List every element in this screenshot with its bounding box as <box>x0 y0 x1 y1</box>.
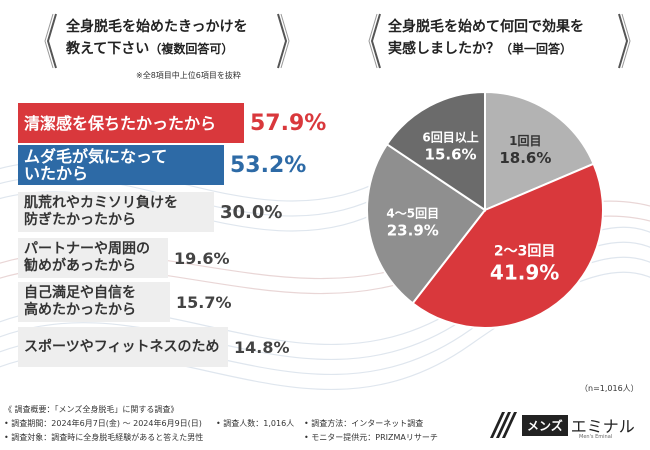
bar-value-label: 30.0% <box>220 201 283 223</box>
left-title-line2: 教えて下さい <box>66 41 150 57</box>
pie-slice-value: 41.9% <box>490 260 559 284</box>
left-title-line1: 全身脱毛を始めたきっかけを <box>66 19 248 35</box>
pie-slice <box>385 90 486 212</box>
pie-slice <box>411 162 604 329</box>
pie-slice <box>484 90 595 212</box>
logo-wordmark: エミナル <box>570 417 635 436</box>
survey-provider: • モニター提供元：PRIZMAリサーチ <box>304 433 438 442</box>
bar: スポーツやフィットネスのため <box>18 327 228 367</box>
pie-slice-label: 4〜5回目 <box>386 207 439 221</box>
bar-value-label: 14.8% <box>234 337 290 357</box>
bar: 肌荒れやカミソリ負けを 防ぎたかったから <box>18 192 214 232</box>
pie-slice-value: 18.6% <box>499 149 551 167</box>
left-title-qualifier: （複数回答可） <box>149 42 234 56</box>
bar-category-label: 肌荒れやカミソリ負けを 防ぎたかったから <box>24 195 178 228</box>
sample-size: （n=1,016人） <box>580 384 639 393</box>
bar-category-label: スポーツやフィットネスのため <box>24 338 220 355</box>
bar: 清潔感を保ちたかったから <box>18 103 244 143</box>
survey-target: • 調査対象：調査時に全身脱毛経験があると答えた男性 <box>4 433 204 442</box>
logo-boxed-text: メンズ <box>522 414 568 436</box>
brand-logo: メンズ エミナル Men's Eminal <box>488 408 635 442</box>
bar-row: 清潔感を保ちたかったから 57.9% <box>18 103 326 143</box>
bracket-right-open <box>368 13 381 69</box>
bar-value-label: 19.6% <box>174 248 230 268</box>
bracket-right-close <box>618 13 631 69</box>
left-chart-title: 全身脱毛を始めたきっかけを 教えて下さい（複数回答可） <box>66 16 247 60</box>
right-title-line2: 実感しましたか？ <box>388 41 500 57</box>
bracket-left-open <box>44 13 57 69</box>
pie-slice-value: 23.9% <box>387 222 439 240</box>
bar: パートナーや周囲の 勧めがあったから <box>18 238 168 278</box>
right-title-qualifier: （単一回答） <box>500 42 573 56</box>
survey-overview-heading: 《 調査概要：「メンズ全身脱毛」に関する調査》 <box>4 405 179 414</box>
bracket-left-close <box>277 13 290 69</box>
right-chart-title: 全身脱毛を始めて何回で効果を 実感しましたか？（単一回答） <box>388 16 584 60</box>
logo-subtitle: Men's Eminal <box>579 434 613 440</box>
survey-count: • 調査人数：1,016人 <box>216 419 295 428</box>
pie-slice <box>366 142 487 305</box>
bar-row: 自己満足や自信を 高めたかったから 15.7% <box>18 282 232 322</box>
bar-value-label: 57.9% <box>250 110 327 136</box>
bar-category-label: パートナーや周囲の 勧めがあったから <box>24 241 150 274</box>
pie-slice-label: 1回目 <box>509 134 541 148</box>
pie-slice-label: 6回目以上 <box>422 129 478 144</box>
pie-slice-value: 15.6% <box>425 145 477 163</box>
logo-stripes-icon <box>490 412 517 438</box>
pie-slice-label: 2〜3回目 <box>494 243 555 259</box>
bar-category-label: 清潔感を保ちたかったから <box>24 113 217 133</box>
right-title-line1: 全身脱毛を始めて何回で効果を <box>388 19 584 35</box>
top-items-note: ※全8項目中上位6項目を抜粋 <box>136 71 241 80</box>
bar-value-label: 53.2% <box>230 152 307 178</box>
bar-row: スポーツやフィットネスのため 14.8% <box>18 327 290 367</box>
bar-category-label: ムダ毛が気になって いたから <box>24 147 168 183</box>
bar-category-label: 自己満足や自信を 高めたかったから <box>24 285 136 318</box>
bar-row: パートナーや周囲の 勧めがあったから 19.6% <box>18 238 230 278</box>
bar: ムダ毛が気になって いたから <box>18 145 224 185</box>
survey-method: • 調査方法：インターネット調査 <box>304 419 424 428</box>
bar-value-label: 15.7% <box>176 292 232 312</box>
bar-row: 肌荒れやカミソリ負けを 防ぎたかったから 30.0% <box>18 192 282 232</box>
bar: 自己満足や自信を 高めたかったから <box>18 282 170 322</box>
bar-row: ムダ毛が気になって いたから 53.2% <box>18 145 306 185</box>
survey-period: • 調査期間：2024年6月7日(金) 〜 2024年6月9日(日) <box>4 419 202 428</box>
